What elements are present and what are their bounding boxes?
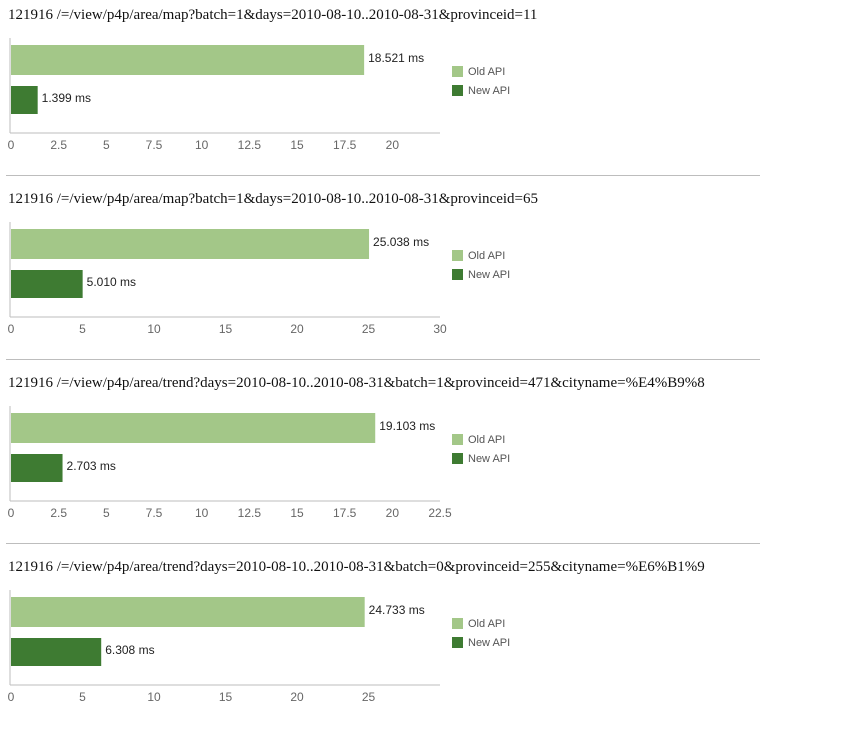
x-tick-label: 15: [219, 690, 233, 704]
chart-panel: 121916 /=/view/p4p/area/trend?days=2010-…: [0, 552, 855, 736]
x-tick-label: 15: [219, 322, 233, 336]
x-tick-label: 5: [79, 690, 86, 704]
x-tick-label: 20: [386, 138, 400, 152]
x-tick-label: 12.5: [238, 506, 262, 520]
x-tick-label: 12.5: [238, 138, 262, 152]
x-tick-label: 10: [195, 506, 209, 520]
bar-new-api: [11, 270, 83, 298]
chart-title: 121916 /=/view/p4p/area/map?batch=1&days…: [8, 191, 538, 207]
bar-value-label: 19.103 ms: [379, 419, 435, 433]
bar-value-label: 25.038 ms: [373, 235, 429, 249]
legend-swatch: [452, 434, 463, 445]
bar-value-label: 1.399 ms: [42, 91, 91, 105]
panel-divider: [6, 175, 760, 176]
bar-value-label: 24.733 ms: [369, 603, 425, 617]
bar-chart: 25.038 ms 5.010 ms 0 5 10 15 20 25 30 Old API New …: [8, 222, 510, 336]
legend-label: New API: [468, 269, 510, 281]
x-tick-label: 10: [147, 690, 161, 704]
x-tick-label: 25: [362, 690, 376, 704]
bar-value-label: 18.521 ms: [368, 51, 424, 65]
x-tick-label: 20: [386, 506, 400, 520]
legend-swatch: [452, 66, 463, 77]
chart-title: 121916 /=/view/p4p/area/trend?days=2010-…: [8, 375, 705, 391]
chart-title: 121916 /=/view/p4p/area/trend?days=2010-…: [8, 559, 705, 575]
x-tick-label: 20: [290, 690, 304, 704]
legend-label: Old API: [468, 434, 505, 446]
chart-panel: 121916 /=/view/p4p/area/map?batch=1&days…: [0, 184, 855, 368]
chart-title: 121916 /=/view/p4p/area/map?batch=1&days…: [8, 7, 538, 23]
bar-value-label: 5.010 ms: [87, 275, 136, 289]
x-tick-label: 30: [433, 322, 447, 336]
x-tick-label: 15: [290, 138, 304, 152]
x-tick-label: 10: [195, 138, 209, 152]
legend-label: New API: [468, 637, 510, 649]
x-tick-label: 17.5: [333, 506, 357, 520]
bar-new-api: [11, 638, 102, 666]
x-tick-label: 20: [290, 322, 304, 336]
x-tick-label: 17.5: [333, 138, 357, 152]
x-tick-label: 7.5: [146, 138, 163, 152]
bar-value-label: 2.703 ms: [67, 459, 116, 473]
x-tick-label: 22.5: [428, 506, 452, 520]
legend-swatch: [452, 637, 463, 648]
x-tick-label: 5: [79, 322, 86, 336]
bar-chart: 18.521 ms 1.399 ms 0 2.5 5 7.5 10 12.5 15 17.5 20 O…: [8, 38, 510, 152]
panel-divider: [6, 543, 760, 544]
x-tick-label: 10: [147, 322, 161, 336]
x-tick-label: 0: [8, 322, 15, 336]
legend-swatch: [452, 269, 463, 280]
x-tick-label: 0: [8, 690, 15, 704]
legend-label: Old API: [468, 618, 505, 630]
chart-panel: 121916 /=/view/p4p/area/map?batch=1&days…: [0, 0, 855, 184]
panel-divider: [6, 359, 760, 360]
bar-chart: 24.733 ms 6.308 ms 0 5 10 15 20 25 Old API New AP…: [8, 590, 510, 704]
x-tick-label: 5: [103, 506, 110, 520]
bar-old-api: [11, 45, 365, 75]
legend-swatch: [452, 618, 463, 629]
legend-swatch: [452, 453, 463, 464]
x-tick-label: 5: [103, 138, 110, 152]
x-tick-label: 25: [362, 322, 376, 336]
x-tick-label: 0: [8, 506, 15, 520]
x-tick-label: 2.5: [50, 138, 67, 152]
legend-label: New API: [468, 453, 510, 465]
bar-old-api: [11, 413, 376, 443]
legend-swatch: [452, 250, 463, 261]
legend-label: Old API: [468, 66, 505, 78]
chart-panel: 121916 /=/view/p4p/area/trend?days=2010-…: [0, 368, 855, 552]
bar-value-label: 6.308 ms: [105, 643, 154, 657]
legend-swatch: [452, 85, 463, 96]
bar-chart: 19.103 ms 2.703 ms 0 2.5 5 7.5 10 12.5 15 17.5 20 2…: [8, 406, 510, 520]
x-tick-label: 2.5: [50, 506, 67, 520]
bar-old-api: [11, 229, 370, 259]
legend-label: New API: [468, 85, 510, 97]
x-tick-label: 7.5: [146, 506, 163, 520]
bar-new-api: [11, 454, 63, 482]
x-tick-label: 0: [8, 138, 15, 152]
x-tick-label: 15: [290, 506, 304, 520]
legend-label: Old API: [468, 250, 505, 262]
bar-old-api: [11, 597, 365, 627]
bar-new-api: [11, 86, 38, 114]
